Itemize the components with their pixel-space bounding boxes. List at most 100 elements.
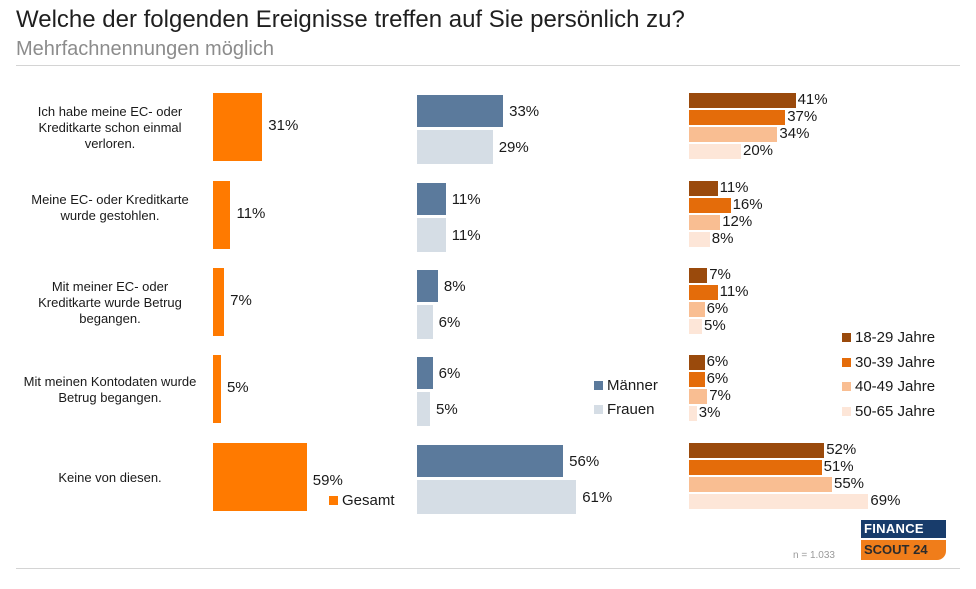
legend-swatch	[842, 333, 851, 342]
top-divider	[16, 65, 960, 66]
age-40-49-bar	[689, 127, 778, 142]
legend-swatch	[594, 381, 603, 390]
question-label: Keine von diesen.	[58, 470, 162, 485]
age-50-65-bar	[689, 319, 702, 334]
frauen-value-label: 11%	[451, 227, 481, 244]
age-50-65-value-label: 5%	[704, 317, 726, 334]
legend-label: 30-39 Jahre	[855, 354, 936, 371]
age-18-29-bar	[689, 181, 718, 196]
maenner-bar	[417, 183, 446, 215]
legend-swatch	[842, 407, 851, 416]
age-30-39-value-label: 6%	[706, 370, 729, 387]
age-18-29-bar	[689, 268, 708, 283]
legend-swatch	[842, 358, 851, 367]
bottom-divider	[16, 568, 960, 569]
maenner-value-label: 33%	[509, 103, 540, 120]
age-30-39-value-label: 11%	[719, 283, 749, 300]
age-40-49-bar	[689, 215, 721, 230]
question-label: Meine EC- oder Kreditkarte wurde gestohl…	[31, 192, 189, 223]
age-50-65-bar	[689, 494, 869, 509]
gesamt-value-label: 5%	[226, 379, 249, 396]
age-30-39-value-label: 37%	[787, 108, 818, 125]
legend-swatch	[842, 382, 851, 391]
frauen-value-label: 61%	[582, 489, 613, 506]
financescout24-logo: FINANCE SCOUT 24	[861, 520, 946, 561]
gesamt-value-label: 11%	[236, 205, 266, 222]
legend-label: 40-49 Jahre	[855, 378, 936, 395]
legend-label: Männer	[607, 377, 658, 394]
legend-label: 18-29 Jahre	[855, 329, 936, 346]
age-40-49-value-label: 55%	[834, 475, 865, 492]
gesamt-value-label: 31%	[268, 117, 299, 134]
age-50-65-value-label: 69%	[870, 492, 901, 509]
age-30-39-bar	[689, 285, 718, 300]
legend-swatch	[594, 405, 603, 414]
frauen-bar	[417, 305, 433, 339]
frauen-value-label: 29%	[498, 139, 529, 156]
legend-frauen: Frauen	[594, 401, 655, 418]
age-40-49-bar	[689, 477, 832, 492]
gesamt-bar	[213, 268, 225, 336]
maenner-value-label: 11%	[451, 191, 481, 208]
age-18-29-bar	[689, 355, 705, 370]
age-50-65-bar	[689, 232, 710, 247]
age-18-29-value-label: 11%	[719, 179, 749, 196]
legend-label: 50-65 Jahre	[855, 403, 936, 420]
legend-maenner: Männer	[594, 377, 658, 394]
gesamt-bar	[213, 181, 231, 249]
frauen-value-label: 5%	[436, 401, 458, 418]
question-label: Mit meiner EC- oder Kreditkarte wurde Be…	[38, 279, 182, 326]
age-30-39-bar	[689, 198, 731, 213]
chart-title: Welche der folgenden Ereignisse treffen …	[16, 6, 685, 33]
question-label: Mit meinen Kontodaten wurde Betrug began…	[23, 374, 197, 405]
age-18-29-bar	[689, 443, 825, 458]
age-18-29-value-label: 6%	[706, 353, 729, 370]
age-50-65-value-label: 3%	[698, 404, 721, 421]
age-50-65-bar	[689, 144, 741, 159]
logo-finance-text: FINANCE	[861, 520, 946, 538]
legend-age-50-65: 50-65 Jahre	[842, 403, 935, 420]
frauen-bar	[417, 392, 431, 426]
question-label: Ich habe meine EC- oder Kreditkarte scho…	[37, 104, 183, 151]
frauen-bar	[417, 218, 446, 252]
legend-gesamt: Gesamt	[329, 492, 395, 509]
age-50-65-bar	[689, 406, 697, 421]
legend-swatch	[329, 496, 338, 505]
frauen-bar	[417, 480, 577, 514]
gesamt-bar	[213, 93, 263, 161]
age-30-39-bar	[689, 110, 786, 125]
maenner-value-label: 8%	[443, 278, 466, 295]
legend-age-18-29: 18-29 Jahre	[842, 329, 935, 346]
age-30-39-value-label: 51%	[823, 458, 854, 475]
age-18-29-value-label: 7%	[709, 266, 731, 283]
age-40-49-bar	[689, 389, 708, 404]
maenner-bar	[417, 95, 504, 127]
chart-subtitle: Mehrfachnennungen möglich	[16, 38, 274, 60]
gesamt-bar	[213, 355, 221, 423]
age-18-29-value-label: 41%	[797, 91, 828, 108]
legend-age-40-49: 40-49 Jahre	[842, 378, 935, 395]
sample-size-label: n = 1.033	[793, 550, 835, 561]
age-40-49-value-label: 7%	[709, 387, 731, 404]
age-50-65-value-label: 8%	[711, 230, 734, 247]
frauen-value-label: 6%	[438, 314, 461, 331]
age-40-49-bar	[689, 302, 705, 317]
maenner-bar	[417, 357, 433, 389]
gesamt-bar	[213, 443, 307, 511]
legend-label: Gesamt	[342, 492, 395, 509]
age-30-39-bar	[689, 460, 822, 475]
age-30-39-bar	[689, 372, 705, 387]
gesamt-value-label: 59%	[312, 472, 343, 489]
age-18-29-bar	[689, 93, 796, 108]
legend-label: Frauen	[607, 401, 655, 418]
age-40-49-value-label: 34%	[779, 125, 810, 142]
legend-age-30-39: 30-39 Jahre	[842, 354, 935, 371]
age-50-65-value-label: 20%	[743, 142, 774, 159]
logo-scout24-text: SCOUT 24	[861, 540, 946, 560]
gesamt-value-label: 7%	[230, 292, 252, 309]
age-40-49-value-label: 6%	[706, 300, 729, 317]
maenner-bar	[417, 270, 438, 302]
age-40-49-value-label: 12%	[722, 213, 753, 230]
age-30-39-value-label: 16%	[732, 196, 763, 213]
maenner-value-label: 56%	[569, 453, 600, 470]
